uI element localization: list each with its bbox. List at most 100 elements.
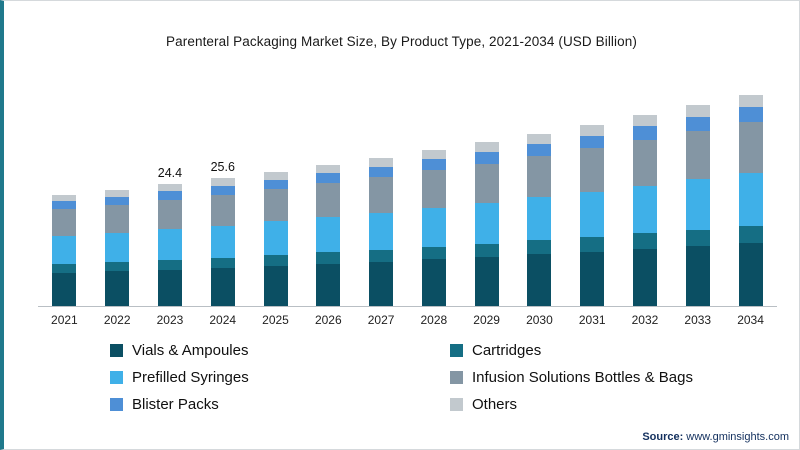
x-axis-label: 2031 (578, 313, 606, 327)
bar-segment (263, 221, 288, 255)
bar-segment (474, 203, 499, 244)
x-axis-label: 2030 (526, 313, 553, 327)
x-axis-line (38, 306, 777, 307)
legend-item: Vials & Ampoules (110, 342, 450, 359)
bar-segment (105, 196, 130, 205)
bar-2031 (566, 124, 619, 306)
bar-segment (580, 148, 605, 192)
bar-segment (210, 194, 235, 226)
bar-segment (685, 229, 710, 246)
bar-segment (316, 183, 341, 217)
bar-segment (369, 157, 394, 167)
bar-segment (580, 191, 605, 237)
x-axis-labels: 2021 2022 2023 2024 2025 2026 2027 2028 2029 2030… (38, 313, 777, 327)
x-axis-label: 2025 (262, 313, 289, 327)
bar-segment (210, 178, 235, 186)
plot-area: 24.4 25.6 (38, 73, 777, 307)
legend-item: Cartridges (450, 342, 790, 359)
bars-container: 24.4 25.6 (38, 73, 777, 306)
bar-segment (316, 217, 341, 252)
x-axis-label: 2032 (631, 313, 659, 327)
bar-value-label: 25.6 (210, 160, 235, 174)
x-axis-label: 2029 (473, 313, 500, 327)
bar-segment (527, 143, 552, 156)
bar-segment (527, 197, 552, 240)
bar-segment (632, 139, 657, 186)
bar-segment (685, 245, 710, 306)
bar-segment (52, 235, 77, 264)
bar-segment (580, 135, 605, 148)
bar-segment (369, 177, 394, 213)
bar-2027 (355, 157, 408, 306)
bar-segment (527, 155, 552, 197)
x-axis-label: 2034 (737, 313, 764, 327)
bar-segment (52, 194, 77, 201)
bar-segment (157, 199, 182, 229)
legend-label: Blister Packs (132, 396, 219, 413)
bar-segment (527, 254, 552, 306)
source-url: www.gminsights.com (686, 431, 789, 443)
bar-segment (316, 252, 341, 264)
source-text: Source: www.gminsights.com (642, 431, 789, 443)
bar-segment (157, 259, 182, 270)
bar-segment (210, 225, 235, 258)
bar-segment (580, 124, 605, 136)
bar-segment (369, 261, 394, 306)
bar-segment (421, 159, 446, 170)
bar-2034 (724, 94, 777, 306)
source-prefix: Source: (642, 431, 684, 443)
bar-segment (527, 240, 552, 254)
bar-segment (105, 204, 130, 233)
bar-2023: 24.4 (144, 166, 197, 306)
bar-2026 (302, 165, 355, 306)
x-axis-label: 2033 (684, 313, 712, 327)
bar-segment (157, 269, 182, 306)
bar-segment (632, 248, 657, 306)
x-axis-label: 2023 (156, 313, 184, 327)
bar-segment (52, 272, 77, 306)
bar-segment (474, 257, 499, 306)
legend-swatch (110, 344, 123, 357)
bar-segment (738, 107, 763, 122)
bar-segment (52, 263, 77, 273)
legend-label: Vials & Ampoules (132, 342, 249, 359)
bar-segment (105, 232, 130, 262)
bar-2033 (671, 105, 724, 306)
legend-label: Prefilled Syringes (132, 369, 249, 386)
bar-segment (369, 212, 394, 250)
legend-label: Others (472, 396, 518, 413)
bar-segment (263, 189, 288, 221)
bar-segment (632, 115, 657, 126)
legend-label: Cartridges (472, 342, 542, 359)
bar-segment (263, 254, 288, 266)
x-axis-label: 2022 (103, 313, 131, 327)
bar-2032 (619, 115, 672, 306)
legend-swatch (450, 398, 463, 411)
bar-segment (52, 209, 77, 236)
legend-item: Prefilled Syringes (110, 369, 450, 386)
bar-segment (421, 207, 446, 247)
bar-segment (685, 179, 710, 230)
legend-item: Others (450, 396, 790, 413)
chart-title: Parenteral Packaging Market Size, By Pro… (166, 34, 637, 49)
x-axis-label: 2027 (367, 313, 395, 327)
bar-segment (369, 249, 394, 262)
bar-segment (105, 261, 130, 271)
bar-segment (738, 225, 763, 243)
x-axis-label: 2026 (314, 313, 342, 327)
bar-segment (157, 184, 182, 191)
legend-swatch (450, 371, 463, 384)
bar-segment (632, 185, 657, 233)
bar-segment (474, 152, 499, 164)
bar-segment (316, 165, 341, 173)
bar-segment (157, 191, 182, 200)
bar-segment (527, 133, 552, 144)
bar-2021 (38, 194, 91, 306)
bar-segment (738, 94, 763, 107)
bar-segment (316, 173, 341, 183)
x-axis-label: 2021 (51, 313, 78, 327)
bar-2025 (249, 171, 302, 306)
bar-segment (580, 237, 605, 252)
bar-value-label: 24.4 (157, 166, 183, 180)
